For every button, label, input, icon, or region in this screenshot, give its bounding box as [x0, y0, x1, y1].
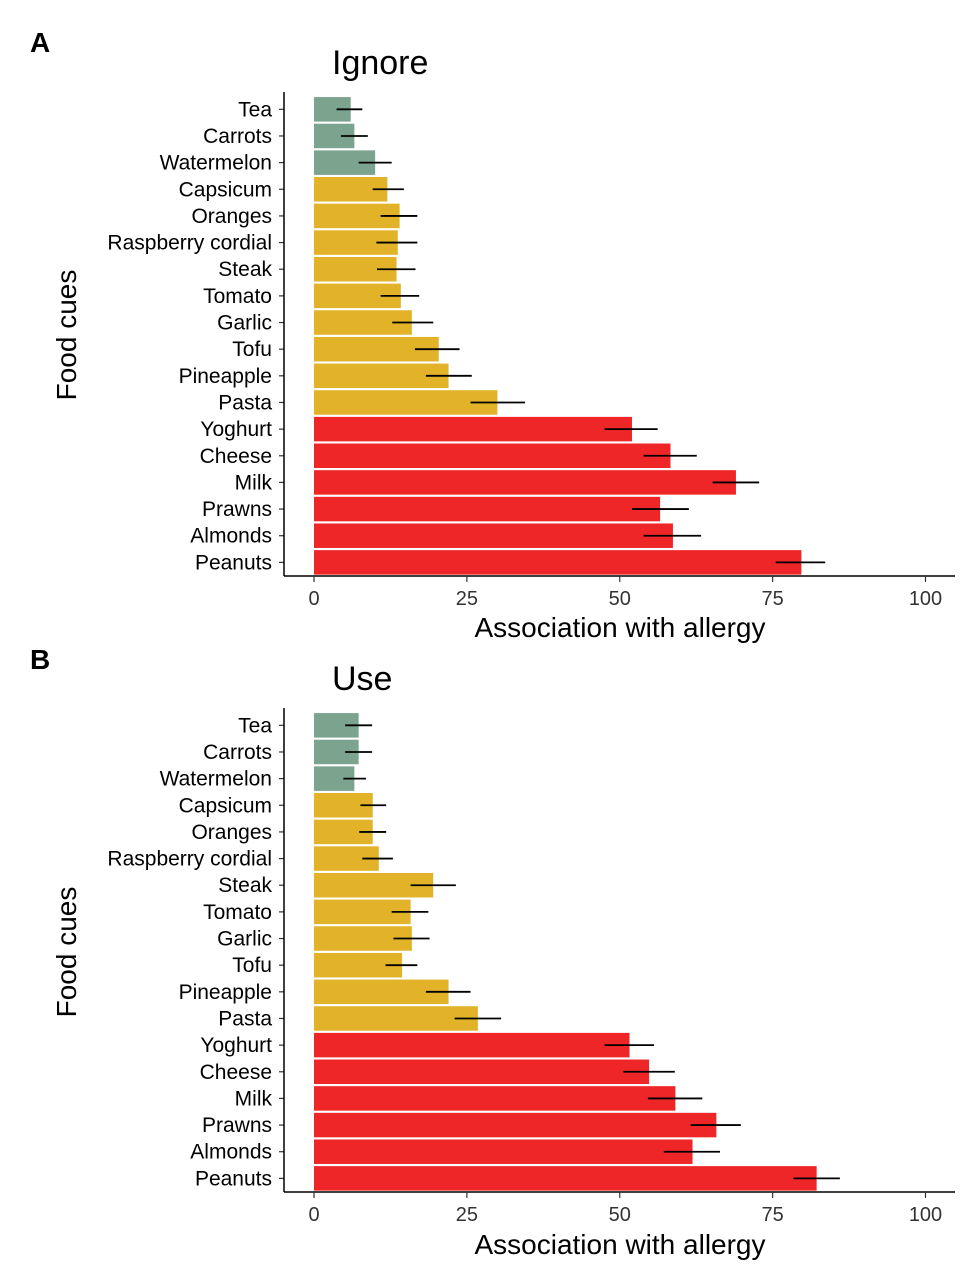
- plot-area: Tea Carrots Watermelon Capsicum Oranges Raspb…: [107, 708, 955, 1226]
- bar-pasta: [314, 1006, 478, 1031]
- category-label: Oranges: [191, 205, 272, 228]
- category-label: Watermelon: [160, 768, 272, 791]
- category-label: Carrots: [203, 125, 272, 148]
- chart-title: Use: [332, 660, 392, 698]
- x-tick-label: 75: [762, 1204, 784, 1226]
- category-label: Milk: [235, 1087, 273, 1110]
- x-tick-label: 50: [609, 1204, 631, 1226]
- bar-prawns: [314, 1112, 717, 1138]
- x-tick-label: 0: [308, 588, 319, 610]
- category-label: Peanuts: [195, 551, 272, 574]
- x-tick-label: 25: [456, 1204, 478, 1226]
- category-label: Tomato: [203, 285, 272, 308]
- category-label: Prawns: [202, 1114, 272, 1137]
- category-label: Peanuts: [195, 1167, 272, 1190]
- panel-a: A Ignore Food cues Association with alle…: [30, 27, 955, 643]
- x-tick-label: 0: [308, 1204, 319, 1226]
- bar-yoghurt: [314, 416, 632, 442]
- x-tick-label: 100: [909, 588, 942, 610]
- category-label: Tomato: [203, 901, 272, 924]
- category-label: Watermelon: [160, 152, 272, 175]
- y-axis-title: Food cues: [51, 887, 82, 1018]
- category-label: Raspberry cordial: [107, 848, 272, 871]
- panel-label: A: [30, 27, 50, 58]
- category-label: Almonds: [190, 1141, 272, 1164]
- bar-almonds: [314, 1139, 693, 1164]
- x-axis-title: Association with allergy: [474, 612, 765, 643]
- category-label: Raspberry cordial: [107, 232, 272, 255]
- category-label: Pineapple: [179, 365, 272, 388]
- category-label: Tea: [238, 98, 272, 121]
- y-axis-title: Food cues: [51, 270, 82, 401]
- category-label: Cheese: [200, 1061, 272, 1084]
- category-label: Carrots: [203, 741, 272, 764]
- category-label: Almonds: [190, 525, 272, 548]
- panel-b: B Use Food cues Association with allergy…: [30, 644, 955, 1260]
- category-label: Tea: [238, 714, 272, 737]
- category-label: Cheese: [200, 445, 272, 468]
- category-label: Prawns: [202, 498, 272, 521]
- bar-yoghurt: [314, 1032, 630, 1058]
- x-tick-label: 50: [609, 588, 631, 610]
- category-label: Garlic: [217, 928, 272, 951]
- plot-area: Tea Carrots Watermelon Capsicum Oranges Raspb…: [107, 92, 955, 610]
- category-label: Milk: [235, 471, 273, 494]
- category-label: Steak: [218, 258, 272, 281]
- panel-label: B: [30, 644, 50, 675]
- bar-cheese: [314, 443, 671, 469]
- category-label: Capsicum: [179, 178, 272, 201]
- category-label: Oranges: [191, 821, 272, 844]
- x-tick-label: 100: [909, 1204, 942, 1226]
- category-label: Tofu: [232, 338, 272, 361]
- category-label: Tofu: [232, 954, 272, 977]
- category-label: Pasta: [218, 1007, 272, 1030]
- category-label: Steak: [218, 874, 272, 897]
- bar-prawns: [314, 496, 661, 522]
- bar-milk: [314, 1086, 676, 1111]
- bar-milk: [314, 470, 736, 495]
- category-label: Pineapple: [179, 981, 272, 1004]
- bar-almonds: [314, 523, 673, 548]
- category-label: Capsicum: [179, 794, 272, 817]
- x-tick-label: 25: [456, 588, 478, 610]
- bar-peanuts: [314, 1166, 817, 1191]
- bar-cheese: [314, 1059, 650, 1085]
- category-label: Garlic: [217, 312, 272, 335]
- category-label: Pasta: [218, 391, 272, 414]
- chart-title: Ignore: [332, 44, 428, 82]
- x-axis-title: Association with allergy: [474, 1229, 765, 1260]
- bar-pasta: [314, 390, 498, 415]
- bar-peanuts: [314, 550, 802, 575]
- x-tick-label: 75: [762, 588, 784, 610]
- category-label: Yoghurt: [200, 1034, 272, 1057]
- category-label: Yoghurt: [200, 418, 272, 441]
